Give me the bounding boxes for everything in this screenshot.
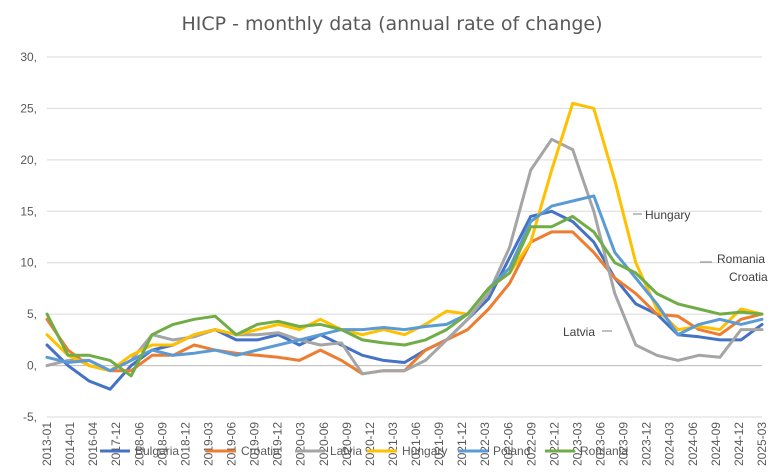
annotation-croatia: Croatia [729, 270, 768, 284]
legend: Bulgaria Croatia Latvia Hungary Poland Romani… [100, 444, 628, 458]
x-tick-label: 2016-04 [86, 422, 100, 466]
x-tick-label: 2018-09 [155, 422, 169, 466]
y-tick-label: 15, [20, 204, 37, 218]
x-tick-label: 2018-06 [132, 422, 146, 466]
x-tick-label: 2023-12 [640, 422, 654, 466]
annotations: Hungary Romania Croatia Latvia [563, 208, 768, 339]
annotation-hungary: Hungary [645, 208, 690, 222]
x-tick-label: 2024-12 [732, 422, 746, 466]
legend-label-croatia: Croatia [241, 444, 280, 458]
y-tick-label: 30, [20, 50, 37, 64]
x-tick-label: 2019-06 [225, 422, 239, 466]
x-tick-label: 2019-09 [248, 422, 262, 466]
legend-label-poland: Poland [493, 444, 530, 458]
chart-title: HICP - monthly data (annual rate of chan… [181, 13, 602, 35]
x-tick-label: 2024-06 [686, 422, 700, 466]
x-tick-label: 2024-09 [709, 422, 723, 466]
series-lines [45, 101, 764, 391]
x-tick-label: 2019-12 [271, 422, 285, 466]
x-tick-label: 2021-03 [386, 422, 400, 466]
x-tick-label: 2020-09 [340, 422, 354, 466]
x-tick-label: 2024-03 [663, 422, 677, 466]
legend-label-latvia: Latvia [330, 444, 362, 458]
y-tick-label: 5, [27, 307, 37, 321]
x-tick-label: 2022-06 [501, 422, 515, 466]
x-tick-label: 2023-06 [594, 422, 608, 466]
grid-lines [47, 56, 762, 418]
y-tick-label: 20, [20, 153, 37, 167]
x-tick-label: 2021-12 [455, 422, 469, 466]
x-axis-ticks: 2013-01 2014-01 2016-04 2017-12 2018-06 2018-… [40, 422, 769, 466]
series-line-bulgaria [45, 209, 764, 391]
annotation-latvia: Latvia [563, 325, 595, 339]
y-tick-label: -5, [23, 410, 37, 424]
x-tick-label: 2020-03 [294, 422, 308, 466]
x-tick-label: 2020-12 [363, 422, 377, 466]
x-tick-label: 2021-09 [432, 422, 446, 466]
x-tick-label: 2023-09 [617, 422, 631, 466]
x-tick-label: 2023-03 [570, 422, 584, 466]
annotation-romania: Romania [717, 252, 765, 266]
series-line-romania [45, 214, 764, 378]
x-tick-label: 2017-12 [109, 422, 123, 466]
legend-label-bulgaria: Bulgaria [135, 444, 179, 458]
x-tick-label: 2018-12 [178, 422, 192, 466]
y-tick-label: 10, [20, 256, 37, 270]
x-tick-label: 2013-01 [40, 422, 54, 466]
x-tick-label: 2022-12 [547, 422, 561, 466]
x-tick-label: 2022-09 [524, 422, 538, 466]
x-tick-label: 2021-06 [409, 422, 423, 466]
x-tick-label: 2022-03 [478, 422, 492, 466]
legend-label-romania: Romania [580, 444, 628, 458]
legend-label-hungary: Hungary [402, 444, 447, 458]
x-tick-label: 2025-03 [755, 422, 769, 466]
y-axis-ticks: -5, 0, 5, 10, 15, 20, 25, 30, [20, 50, 37, 424]
x-tick-label: 2020-06 [317, 422, 331, 466]
y-tick-label: 0, [27, 359, 37, 373]
series-line-poland [45, 194, 764, 373]
x-tick-label: 2014-01 [63, 422, 77, 466]
x-tick-label: 2019-03 [201, 422, 215, 466]
series-line-latvia [45, 137, 764, 376]
y-tick-label: 25, [20, 101, 37, 115]
